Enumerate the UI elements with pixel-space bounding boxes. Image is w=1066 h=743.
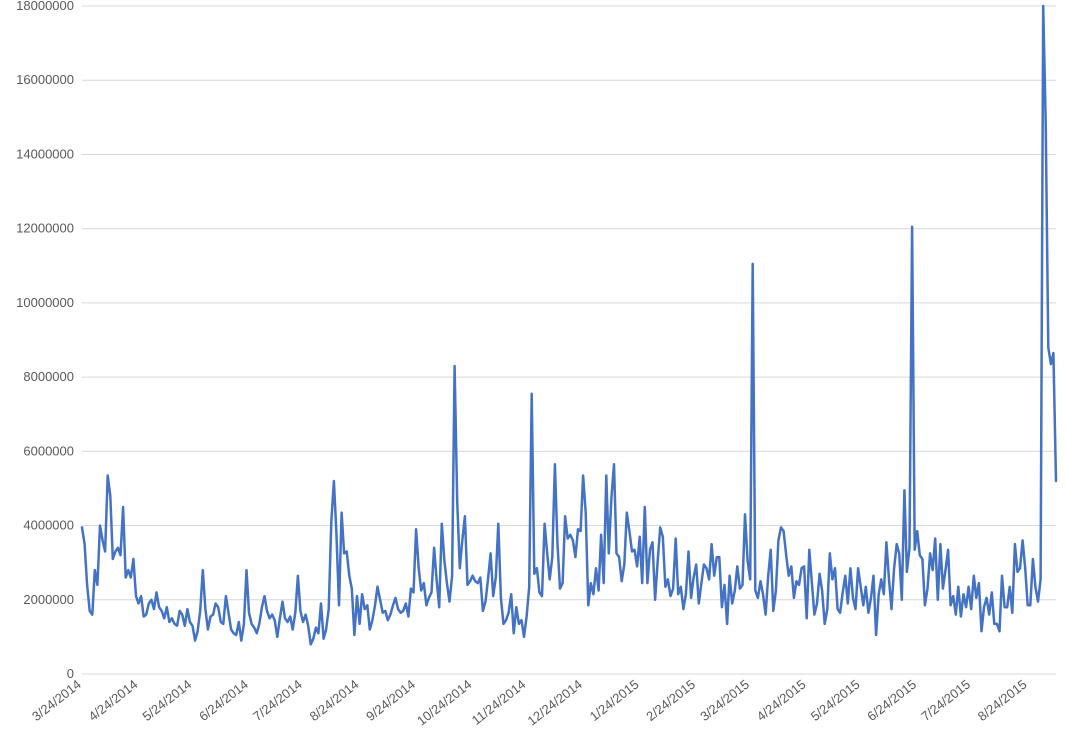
x-tick-label: 11/24/2014	[469, 677, 529, 728]
x-tick-label: 8/24/2014	[307, 677, 362, 724]
y-tick-label: 8000000	[23, 369, 74, 384]
x-tick-label: 3/24/2014	[29, 677, 84, 724]
y-tick-label: 6000000	[23, 443, 74, 458]
x-tick-label: 5/24/2014	[140, 677, 195, 724]
x-tick-label: 7/24/2015	[918, 677, 973, 724]
y-tick-label: 14000000	[16, 146, 74, 161]
data-series-line	[82, 6, 1056, 644]
x-tick-label: 8/24/2015	[975, 677, 1030, 724]
x-tick-label: 9/24/2014	[363, 677, 418, 724]
x-tick-label: 5/24/2015	[808, 677, 863, 724]
x-tick-label: 2/24/2015	[643, 677, 698, 724]
y-tick-label: 4000000	[23, 518, 74, 533]
x-tick-label: 4/24/2014	[86, 677, 141, 724]
x-tick-label: 10/24/2014	[414, 677, 475, 729]
y-tick-label: 18000000	[16, 0, 74, 13]
x-tick-label: 12/24/2014	[524, 677, 585, 729]
x-tick-label: 6/24/2015	[864, 677, 919, 724]
y-tick-label: 12000000	[16, 221, 74, 236]
line-chart: 0200000040000006000000800000010000000120…	[0, 0, 1066, 743]
x-tick-label: 7/24/2014	[250, 677, 305, 724]
chart-container: 0200000040000006000000800000010000000120…	[0, 0, 1066, 743]
x-tick-label: 4/24/2015	[754, 677, 809, 724]
y-tick-label: 16000000	[16, 72, 74, 87]
x-tick-label: 6/24/2014	[196, 677, 251, 724]
x-tick-label: 3/24/2015	[697, 677, 752, 724]
y-tick-label: 2000000	[23, 592, 74, 607]
y-tick-label: 10000000	[16, 295, 74, 310]
x-tick-label: 1/24/2015	[587, 677, 642, 724]
